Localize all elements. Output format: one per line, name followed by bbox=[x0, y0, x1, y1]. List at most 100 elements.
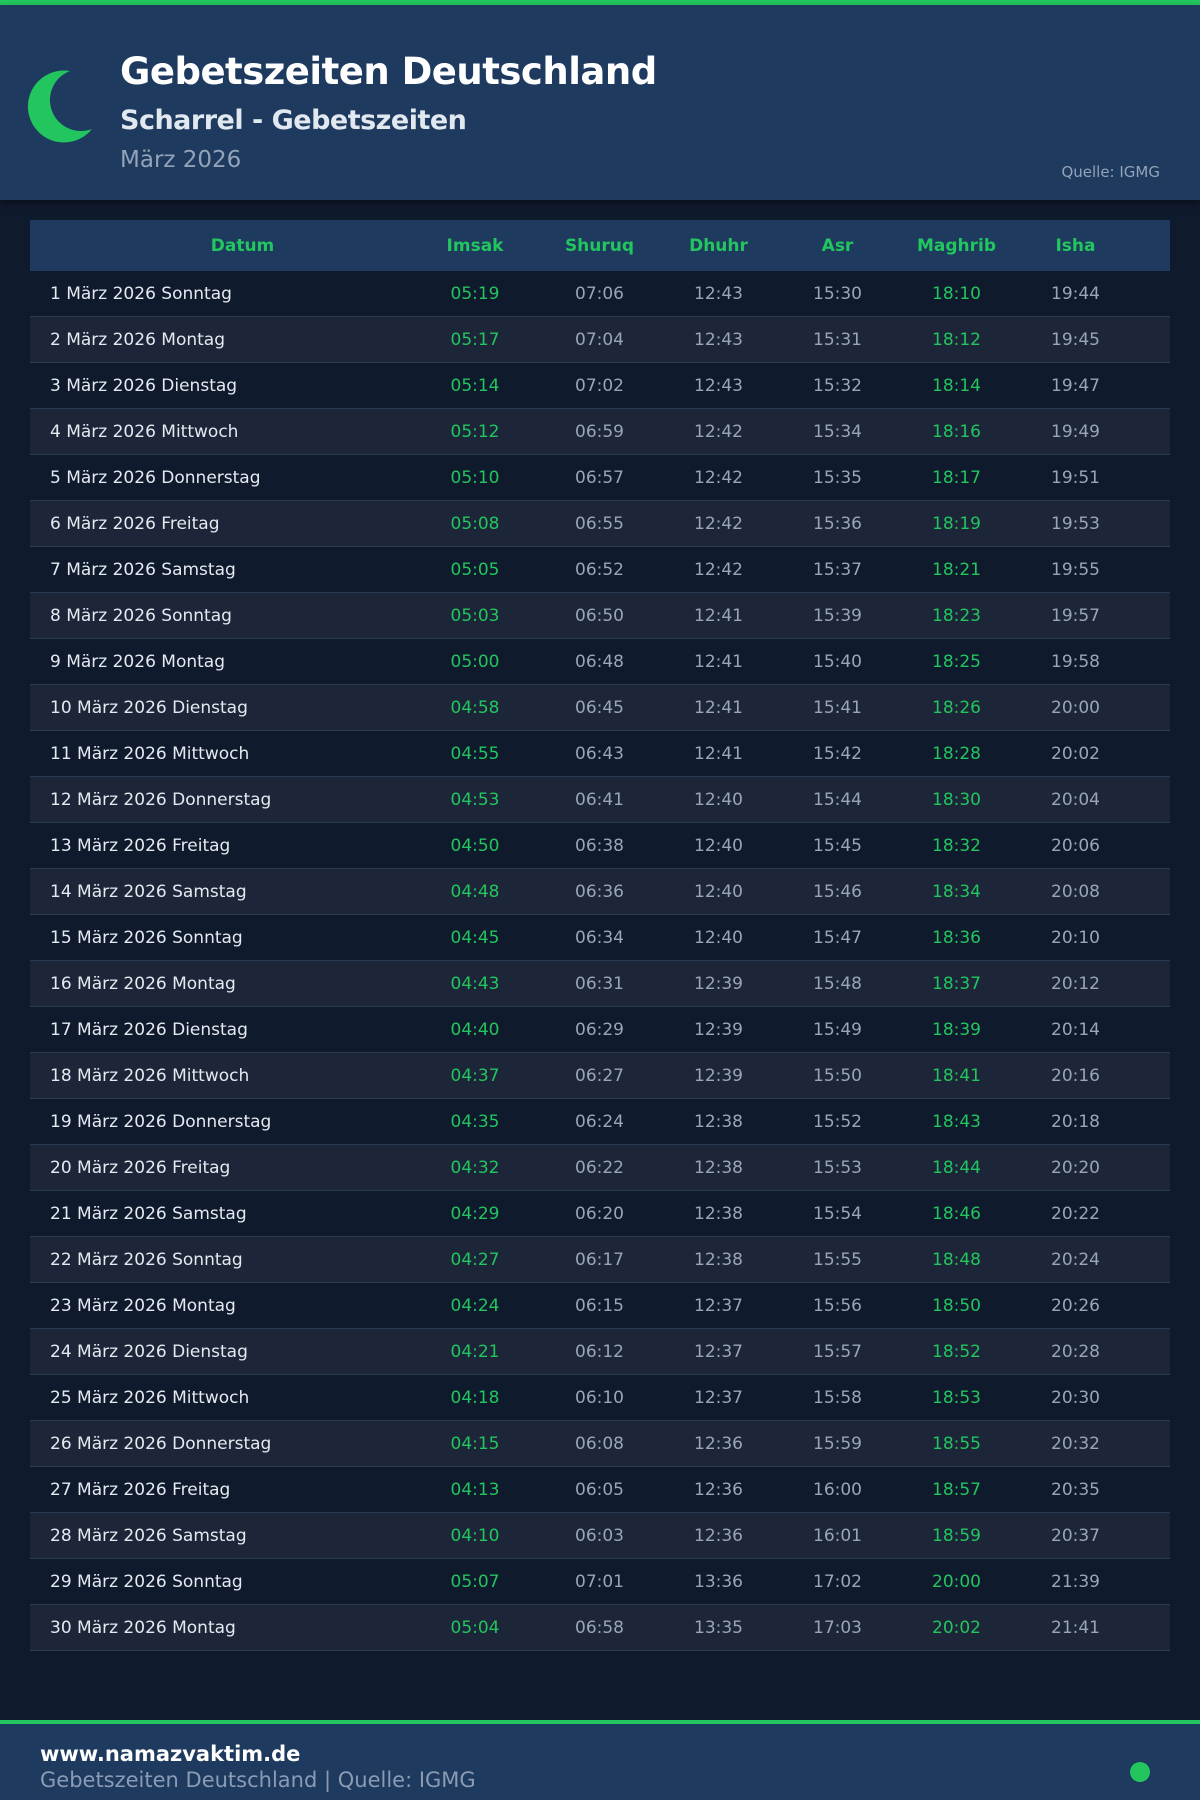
cell-imsak: 05:04 bbox=[450, 1617, 500, 1638]
cell-imsak: 04:24 bbox=[450, 1295, 500, 1316]
cell-dhuhr: 12:39 bbox=[694, 1019, 743, 1040]
cell-isha: 20:04 bbox=[1051, 789, 1100, 810]
cell-dhuhr: 12:41 bbox=[694, 651, 743, 672]
cell-imsak: 04:15 bbox=[450, 1433, 500, 1454]
cell-date: 26 März 2026 Donnerstag bbox=[50, 1433, 272, 1454]
cell-asr: 15:49 bbox=[813, 1019, 862, 1040]
cell-asr: 15:55 bbox=[813, 1249, 862, 1270]
cell-dhuhr: 12:42 bbox=[694, 467, 743, 488]
cell-dhuhr: 12:43 bbox=[694, 329, 743, 350]
cell-dhuhr: 12:42 bbox=[694, 513, 743, 534]
footer-site-link[interactable]: www.namazvaktim.de bbox=[40, 1742, 301, 1766]
cell-asr: 15:52 bbox=[813, 1111, 862, 1132]
column-header-shuruq: Shuruq bbox=[564, 235, 635, 256]
cell-date: 14 März 2026 Samstag bbox=[50, 881, 247, 902]
cell-date: 19 März 2026 Donnerstag bbox=[50, 1111, 272, 1132]
cell-date: 17 März 2026 Dienstag bbox=[50, 1019, 248, 1040]
table-row: 8 März 2026 Sonntag 05:03 06:50 12:41 15:39 1… bbox=[30, 593, 1170, 639]
cell-isha: 20:35 bbox=[1051, 1479, 1100, 1500]
cell-isha: 20:37 bbox=[1051, 1525, 1100, 1546]
cell-dhuhr: 12:40 bbox=[694, 927, 743, 948]
cell-asr: 15:40 bbox=[813, 651, 862, 672]
cell-imsak: 05:17 bbox=[450, 329, 500, 350]
cell-shuruq: 06:59 bbox=[575, 421, 624, 442]
cell-date: 22 März 2026 Sonntag bbox=[50, 1249, 243, 1270]
cell-isha: 19:44 bbox=[1051, 283, 1100, 304]
cell-asr: 15:41 bbox=[813, 697, 862, 718]
cell-dhuhr: 12:38 bbox=[694, 1249, 743, 1270]
table-row: 28 März 2026 Samstag 04:10 06:03 12:36 16:01… bbox=[30, 1513, 1170, 1559]
cell-imsak: 05:08 bbox=[450, 513, 500, 534]
cell-maghrib: 18:19 bbox=[932, 513, 981, 534]
cell-imsak: 04:50 bbox=[450, 835, 500, 856]
cell-imsak: 04:18 bbox=[450, 1387, 500, 1408]
cell-isha: 21:39 bbox=[1051, 1571, 1100, 1592]
cell-asr: 15:32 bbox=[813, 375, 862, 396]
table-row: 7 März 2026 Samstag 05:05 06:52 12:42 15:37 1… bbox=[30, 547, 1170, 593]
cell-maghrib: 18:57 bbox=[932, 1479, 981, 1500]
table-row: 14 März 2026 Samstag 04:48 06:36 12:40 15:46… bbox=[30, 869, 1170, 915]
cell-imsak: 04:32 bbox=[450, 1157, 500, 1178]
cell-asr: 15:37 bbox=[813, 559, 862, 580]
cell-dhuhr: 13:36 bbox=[694, 1571, 743, 1592]
table-row: 25 März 2026 Mittwoch 04:18 06:10 12:37 15:5… bbox=[30, 1375, 1170, 1421]
cell-imsak: 05:00 bbox=[450, 651, 500, 672]
cell-isha: 19:55 bbox=[1051, 559, 1100, 580]
table-row: 6 März 2026 Freitag 05:08 06:55 12:42 15:36 1… bbox=[30, 501, 1170, 547]
cell-imsak: 04:48 bbox=[450, 881, 500, 902]
table-row: 9 März 2026 Montag 05:00 06:48 12:41 15:40 18… bbox=[30, 639, 1170, 685]
table-row: 23 März 2026 Montag 04:24 06:15 12:37 15:56 1… bbox=[30, 1283, 1170, 1329]
cell-shuruq: 06:24 bbox=[575, 1111, 624, 1132]
table-row: 11 März 2026 Mittwoch 04:55 06:43 12:41 15:4… bbox=[30, 731, 1170, 777]
cell-shuruq: 06:12 bbox=[575, 1341, 624, 1362]
cell-maghrib: 18:55 bbox=[932, 1433, 981, 1454]
cell-dhuhr: 12:38 bbox=[694, 1203, 743, 1224]
cell-asr: 15:54 bbox=[813, 1203, 862, 1224]
cell-imsak: 04:55 bbox=[450, 743, 500, 764]
cell-imsak: 04:43 bbox=[450, 973, 500, 994]
cell-isha: 20:14 bbox=[1051, 1019, 1100, 1040]
cell-asr: 15:57 bbox=[813, 1341, 862, 1362]
cell-date: 30 März 2026 Montag bbox=[50, 1617, 236, 1638]
cell-shuruq: 06:50 bbox=[575, 605, 624, 626]
cell-dhuhr: 12:40 bbox=[694, 881, 743, 902]
cell-maghrib: 18:28 bbox=[932, 743, 981, 764]
table-row: 10 März 2026 Dienstag 04:58 06:45 12:41 15:4… bbox=[30, 685, 1170, 731]
cell-imsak: 04:10 bbox=[450, 1525, 500, 1546]
cell-asr: 15:58 bbox=[813, 1387, 862, 1408]
cell-maghrib: 18:46 bbox=[932, 1203, 981, 1224]
source-label: Quelle: IGMG bbox=[1061, 163, 1160, 181]
cell-maghrib: 18:59 bbox=[932, 1525, 981, 1546]
page-title: Gebetszeiten Deutschland bbox=[120, 50, 657, 93]
column-header-maghrib: Maghrib bbox=[916, 235, 997, 256]
cell-date: 27 März 2026 Freitag bbox=[50, 1479, 231, 1500]
cell-dhuhr: 12:36 bbox=[694, 1479, 743, 1500]
cell-isha: 19:53 bbox=[1051, 513, 1100, 534]
table-row: 22 März 2026 Sonntag 04:27 06:17 12:38 15:55… bbox=[30, 1237, 1170, 1283]
cell-maghrib: 18:25 bbox=[932, 651, 981, 672]
cell-dhuhr: 12:41 bbox=[694, 605, 743, 626]
cell-asr: 17:02 bbox=[813, 1571, 862, 1592]
cell-imsak: 05:19 bbox=[450, 283, 500, 304]
cell-date: 6 März 2026 Freitag bbox=[50, 513, 220, 534]
cell-imsak: 04:40 bbox=[450, 1019, 500, 1040]
cell-asr: 15:42 bbox=[813, 743, 862, 764]
cell-date: 12 März 2026 Donnerstag bbox=[50, 789, 272, 810]
cell-asr: 16:00 bbox=[813, 1479, 862, 1500]
cell-maghrib: 18:26 bbox=[932, 697, 981, 718]
cell-date: 28 März 2026 Samstag bbox=[50, 1525, 247, 1546]
table-row: 24 März 2026 Dienstag 04:21 06:12 12:37 15:5… bbox=[30, 1329, 1170, 1375]
table-row: 4 März 2026 Mittwoch 05:12 06:59 12:42 15:34… bbox=[30, 409, 1170, 455]
cell-date: 11 März 2026 Mittwoch bbox=[50, 743, 250, 764]
cell-dhuhr: 13:35 bbox=[694, 1617, 743, 1638]
cell-date: 10 März 2026 Dienstag bbox=[50, 697, 248, 718]
cell-asr: 15:34 bbox=[813, 421, 862, 442]
cell-asr: 15:35 bbox=[813, 467, 862, 488]
cell-maghrib: 18:34 bbox=[932, 881, 981, 902]
cell-isha: 20:06 bbox=[1051, 835, 1100, 856]
cell-isha: 20:10 bbox=[1051, 927, 1100, 948]
cell-dhuhr: 12:43 bbox=[694, 375, 743, 396]
cell-date: 25 März 2026 Mittwoch bbox=[50, 1387, 250, 1408]
cell-isha: 20:22 bbox=[1051, 1203, 1100, 1224]
cell-maghrib: 18:37 bbox=[932, 973, 981, 994]
